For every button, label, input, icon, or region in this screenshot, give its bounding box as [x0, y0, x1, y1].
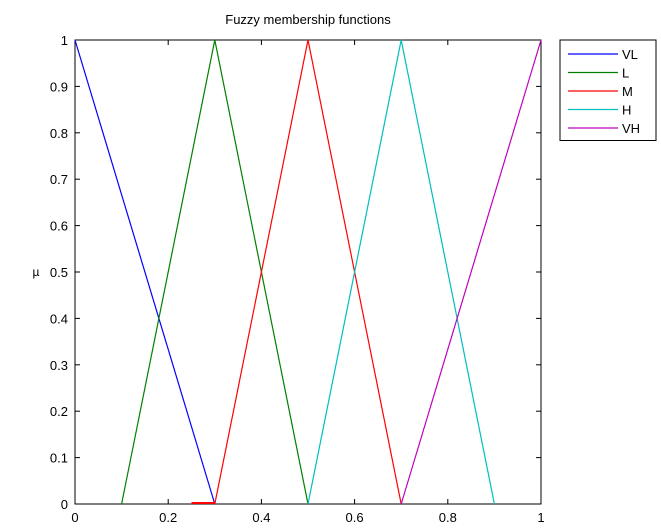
- legend-label: VL: [622, 47, 638, 62]
- y-axis-label: µ: [33, 265, 40, 279]
- y-tick-label: 0: [61, 497, 68, 512]
- y-tick-label: 0.3: [50, 358, 68, 373]
- x-tick-label: 0.4: [252, 510, 270, 525]
- y-tick-label: 0.9: [50, 79, 68, 94]
- series-line-vh: [400, 39, 542, 505]
- series-line-l: [121, 39, 309, 505]
- x-tick-label: 0.2: [159, 510, 177, 525]
- legend: VL LMH VH: [559, 39, 657, 141]
- legend-label: VH: [622, 121, 640, 136]
- x-tick-label: 0: [71, 510, 78, 525]
- series-line-m: [214, 39, 402, 505]
- y-tick-label: 0.8: [50, 126, 68, 141]
- series-layer: [74, 39, 542, 505]
- y-tick-label: 0.1: [50, 451, 68, 466]
- x-tick-label: 1: [537, 510, 544, 525]
- y-tick-label: 0.4: [50, 311, 68, 326]
- series-line-h: [307, 39, 495, 505]
- legend-box: [559, 39, 657, 141]
- y-tick-label: 0.6: [50, 219, 68, 234]
- x-tick-label: 0.6: [346, 510, 364, 525]
- y-tick-label: 0.7: [50, 172, 68, 187]
- y-tick-label: 0.2: [50, 404, 68, 419]
- axis-ticks: 0 0.2 0.4 0.6 0.8 1 0 0.1 0.2 0.3 0.4 0.5 0.6 0.7 0.8 0…: [50, 33, 545, 525]
- legend-label: L: [622, 66, 629, 81]
- series-line-vl: [74, 39, 216, 505]
- x-tick-label: 0.8: [439, 510, 457, 525]
- legend-label: H: [622, 103, 631, 118]
- y-tick-label: 0.5: [50, 265, 68, 280]
- y-tick-label: 1: [61, 33, 68, 48]
- plot-area: [74, 39, 542, 505]
- chart-title: Fuzzy membership functions: [225, 12, 391, 27]
- legend-label: M: [622, 84, 633, 99]
